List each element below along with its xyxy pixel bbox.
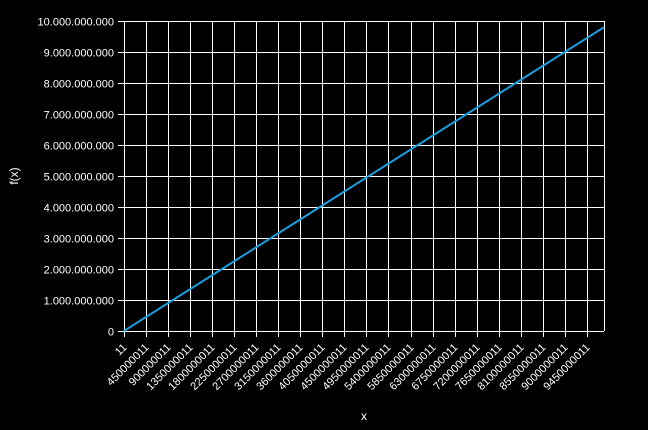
y-tick-label: 5.000.000.000: [44, 172, 114, 184]
x-tick-labels: 1145000001190000001113500000111800000011…: [105, 342, 593, 393]
y-tick-label: 4.000.000.000: [44, 203, 114, 215]
y-tick-label: 3.000.000.000: [44, 234, 114, 246]
axes: [124, 21, 604, 332]
y-tick-label: 7.000.000.000: [44, 110, 114, 122]
series-line: [123, 26, 605, 332]
x-tick-label: 11: [113, 342, 130, 359]
y-tick-label: 10.000.000.000: [38, 17, 114, 29]
y-axis-label: f(x): [7, 167, 21, 184]
y-tick-label: 9.000.000.000: [44, 48, 114, 60]
y-tick-label: 0: [108, 327, 114, 339]
series: [123, 26, 605, 332]
y-tick-label: 1.000.000.000: [44, 296, 114, 308]
y-tick-labels: 0 1.000.000.000 2.000.000.000 3.000.000.000…: [38, 17, 114, 339]
y-tick-label: 2.000.000.000: [44, 265, 114, 277]
y-tick-label: 6.000.000.000: [44, 141, 114, 153]
y-tick-label: 8.000.000.000: [44, 79, 114, 91]
x-axis-label: x: [361, 409, 367, 423]
